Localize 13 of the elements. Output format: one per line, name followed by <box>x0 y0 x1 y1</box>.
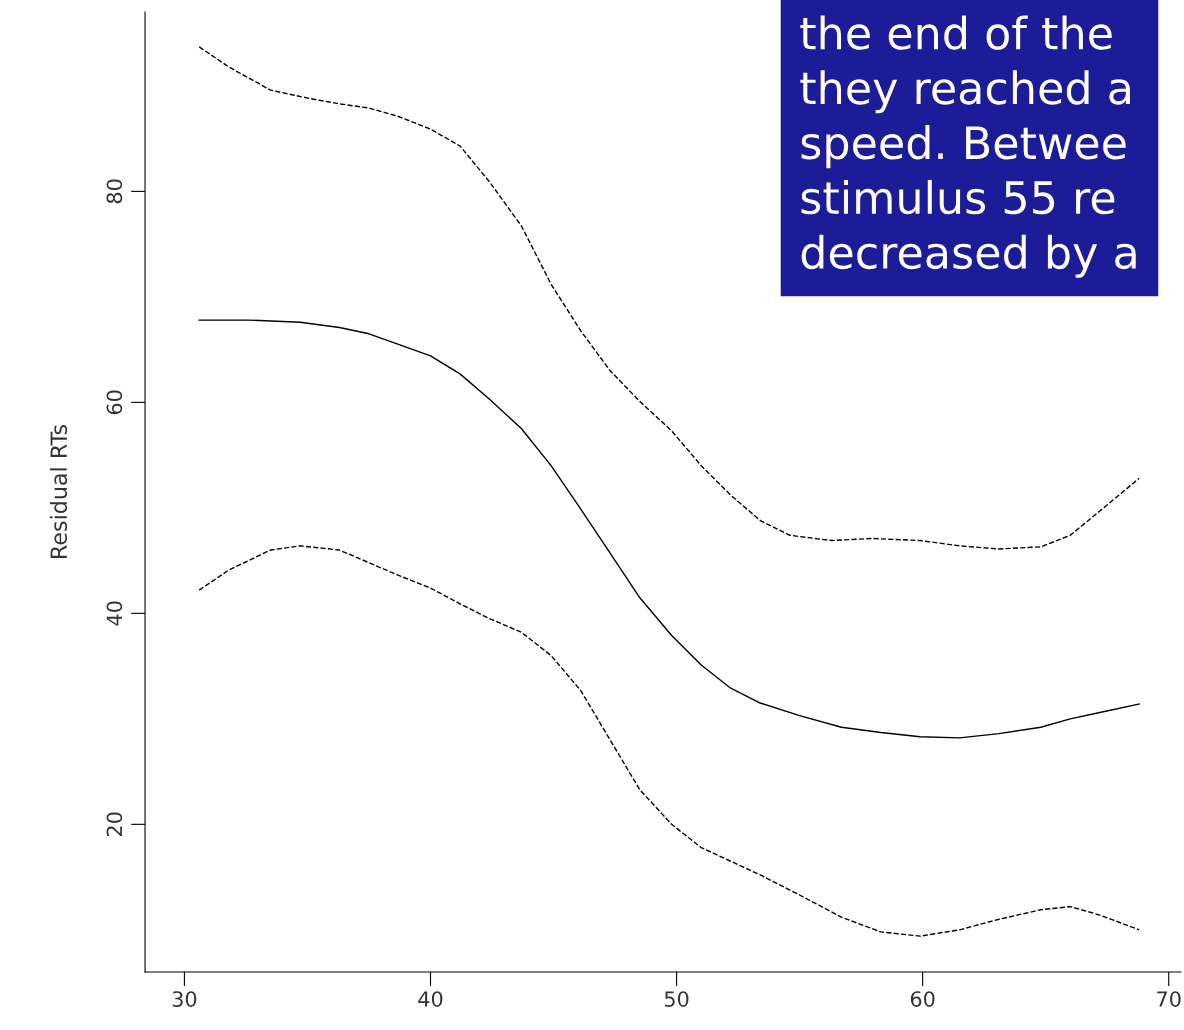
x-tick-label: 40 <box>418 991 443 1007</box>
y-tick-label: 60 <box>106 390 123 415</box>
x-tick-label: 70 <box>1157 991 1181 1007</box>
y-tick-label: 20 <box>106 812 123 837</box>
y-axis-title: Residual RTs <box>49 425 68 558</box>
line-series <box>198 545 1140 937</box>
line-series <box>198 319 1140 739</box>
y-tick-label: 40 <box>106 601 123 626</box>
x-tick-label: 30 <box>172 991 197 1007</box>
x-tick-label: 60 <box>910 991 935 1007</box>
y-tick-label: 80 <box>106 179 123 204</box>
x-tick-label: 50 <box>664 991 689 1007</box>
annotation: the end of the they reached a speed. Betwee stimulus 55 re decreased by a <box>800 15 1136 278</box>
